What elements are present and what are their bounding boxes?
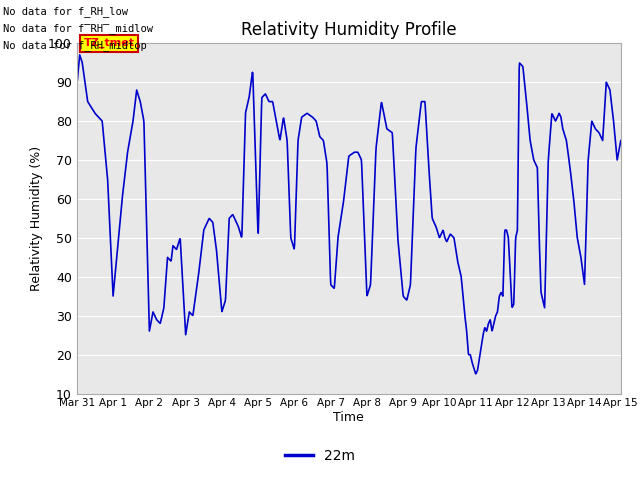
X-axis label: Time: Time	[333, 411, 364, 424]
Y-axis label: Relativity Humidity (%): Relativity Humidity (%)	[29, 146, 42, 291]
Text: No data for f̅RH̅_midlow: No data for f̅RH̅_midlow	[3, 23, 153, 34]
Text: No data for f_RH_low: No data for f_RH_low	[3, 6, 128, 17]
Title: Relativity Humidity Profile: Relativity Humidity Profile	[241, 21, 456, 39]
Legend: 22m: 22m	[280, 443, 360, 468]
Text: TZ_tmet: TZ_tmet	[84, 38, 135, 48]
Text: No data for f_RH_midtop: No data for f_RH_midtop	[3, 40, 147, 51]
